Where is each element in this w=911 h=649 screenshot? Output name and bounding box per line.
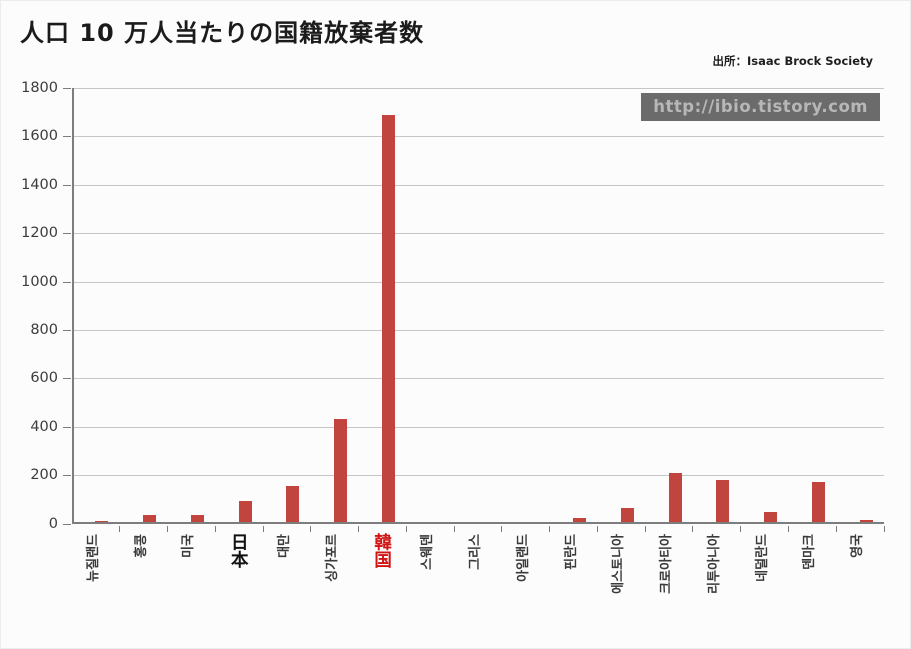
gridline-200	[74, 475, 884, 477]
x-axis-tick-4	[262, 525, 264, 532]
x-axis-tick-11	[596, 525, 598, 532]
plot-area	[72, 88, 884, 524]
y-axis-tick-400	[63, 426, 71, 428]
y-axis-tick-1600	[63, 136, 71, 138]
x-label-croatia: 크로아티아	[659, 534, 675, 594]
x-label-japan: 日本	[228, 533, 249, 568]
x-axis-tick-2	[167, 525, 169, 532]
bar-finland	[573, 518, 587, 522]
x-label-south-korea: 韓国	[371, 533, 392, 568]
gridline-800	[74, 329, 884, 331]
bar-usa	[190, 514, 204, 522]
gridline-600	[74, 378, 884, 380]
watermark-url: http://ibio.tistory.com	[641, 93, 880, 121]
x-axis-tick-5	[310, 525, 312, 532]
x-axis-tick-17	[883, 525, 885, 532]
x-axis-tick-1	[119, 525, 121, 532]
bar-croatia	[668, 473, 682, 522]
x-axis-tick-7	[405, 525, 407, 532]
gridline-1000	[74, 281, 884, 283]
x-label-denmark: 덴마크	[802, 534, 818, 570]
y-axis-tick-0	[63, 523, 71, 525]
y-axis-label-1000: 1000	[21, 273, 58, 290]
x-axis-tick-3	[214, 525, 216, 532]
x-label-singapore: 싱가포르	[324, 534, 340, 582]
x-axis-tick-8	[453, 525, 455, 532]
x-axis-tick-12	[644, 525, 646, 532]
bar-hong-kong	[143, 515, 157, 522]
x-label-sweden: 스웨덴	[420, 534, 436, 570]
bar-denmark	[811, 481, 825, 522]
x-label-estonia: 에스토니아	[611, 534, 627, 594]
y-axis-tick-800	[63, 329, 71, 331]
x-label-netherlands: 네덜란드	[754, 534, 770, 582]
y-axis-tick-1800	[63, 88, 71, 89]
y-axis-label-800: 800	[30, 321, 58, 338]
x-label-greece: 그리스	[468, 534, 483, 570]
chart-title: 人口 10 万人当たりの国籍放棄者数	[20, 19, 425, 47]
x-label-finland: 핀란드	[563, 534, 579, 570]
bar-south-korea	[381, 115, 395, 522]
gridline-1800	[74, 88, 884, 89]
x-axis-tick-15	[787, 525, 789, 532]
y-axis-label-200: 200	[30, 467, 58, 484]
bar-lithuania	[716, 480, 730, 522]
x-axis-tick-9	[501, 525, 503, 532]
x-label-new-zealand: 뉴질랜드	[85, 534, 101, 582]
y-axis-label-1800: 1800	[21, 80, 58, 96]
source-credit: 出所：Isaac Brock Society	[712, 54, 873, 68]
x-axis-tick-13	[692, 525, 694, 532]
bar-new-zealand	[95, 520, 109, 522]
bar-singapore	[334, 418, 348, 522]
gridline-400	[74, 426, 884, 428]
gridline-1200	[74, 233, 884, 235]
y-axis-tick-1000	[63, 281, 71, 283]
y-axis-tick-1200	[63, 233, 71, 235]
y-axis-label-600: 600	[30, 370, 58, 387]
y-axis-label-1600: 1600	[21, 128, 58, 145]
y-axis-label-1400: 1400	[21, 176, 58, 193]
x-axis-tick-10	[549, 525, 551, 532]
x-label-uk: 영국	[850, 534, 866, 558]
y-axis-label-0: 0	[48, 515, 58, 532]
y-axis-label-1200: 1200	[21, 225, 58, 242]
x-axis-tick-6	[358, 525, 360, 532]
x-label-lithuania: 리투아니아	[706, 534, 722, 594]
y-axis-tick-600	[63, 378, 71, 380]
bar-estonia	[620, 508, 634, 522]
gridline-1600	[74, 136, 884, 138]
bar-netherlands	[764, 511, 778, 522]
x-label-usa: 미국	[181, 534, 197, 558]
bar-japan	[238, 500, 252, 522]
x-axis-tick-16	[835, 525, 837, 532]
y-axis-tick-200	[63, 475, 71, 477]
y-axis-label-400: 400	[30, 418, 58, 435]
x-label-ireland: 아일랜드	[515, 534, 531, 582]
x-label-taiwan: 대만	[276, 534, 292, 558]
x-label-hong-kong: 홍콩	[133, 534, 149, 558]
bar-taiwan	[286, 486, 300, 522]
gridline-1400	[74, 184, 884, 186]
y-axis-tick-1400	[63, 184, 71, 186]
x-axis-tick-14	[740, 525, 742, 532]
bar-uk	[859, 519, 873, 522]
